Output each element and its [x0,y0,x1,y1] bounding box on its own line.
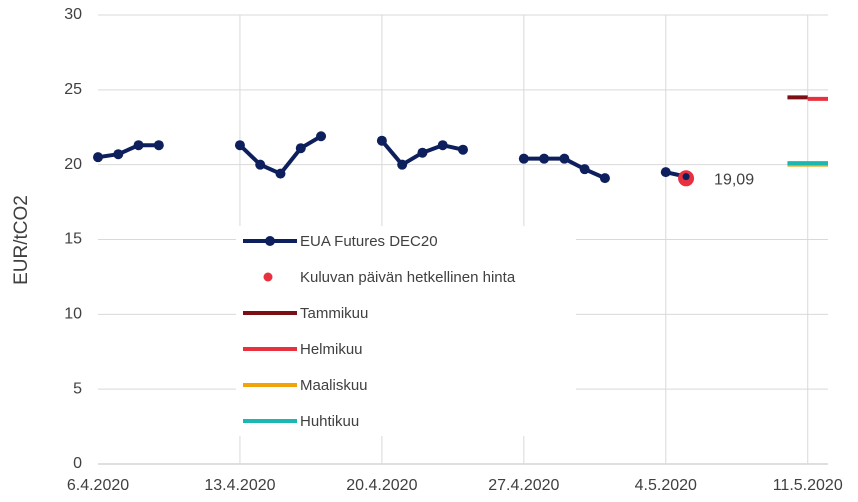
series-marker [234,140,245,151]
x-tick-label: 13.4.2020 [204,477,275,494]
series-marker [518,153,529,164]
legend-label: Helmikuu [300,341,363,358]
legend-label: Huhtikuu [300,413,359,430]
series-marker [417,147,428,158]
series-marker [579,164,590,175]
y-tick-label: 25 [64,81,82,98]
series-marker [458,144,468,155]
series-marker [682,173,690,181]
legend-label: Kuluvan päivän hetkellinen hinta [300,269,516,286]
y-axis-label: EUR/tCO2 [11,195,32,285]
series-marker [539,153,550,164]
x-tick-label: 27.4.2020 [488,477,559,494]
x-tick-label: 4.5.2020 [635,477,697,494]
series-marker [376,135,387,146]
series-marker [437,140,448,151]
data-label: 19,09 [714,172,754,189]
series-marker [113,149,124,160]
series-marker [295,143,306,154]
series-marker [397,159,408,170]
series-line [97,134,687,180]
y-tick-label: 30 [64,6,82,23]
series-marker [275,168,286,179]
series-marker [133,140,144,151]
y-tick-label: 0 [73,455,82,472]
series-marker [153,140,164,151]
legend-label: Tammikuu [300,305,368,322]
y-tick-label: 10 [64,306,82,323]
legend-label: Maaliskuu [300,377,368,394]
series-marker [660,167,671,178]
y-tick-label: 20 [64,156,82,173]
series-marker [599,173,610,184]
y-tick-label: 15 [64,231,82,248]
x-tick-label: 11.5.2020 [773,477,843,494]
series-marker [316,131,327,142]
x-tick-label: 6.4.2020 [67,477,129,494]
legend-marker [265,236,275,246]
legend-box [236,226,576,436]
legend-dot [263,272,273,282]
series-marker [559,153,570,164]
series-marker [93,152,103,163]
y-tick-label: 5 [73,380,82,397]
series-marker [255,159,266,170]
x-tick-label: 20.4.2020 [346,477,417,494]
legend-label: EUA Futures DEC20 [300,233,438,250]
